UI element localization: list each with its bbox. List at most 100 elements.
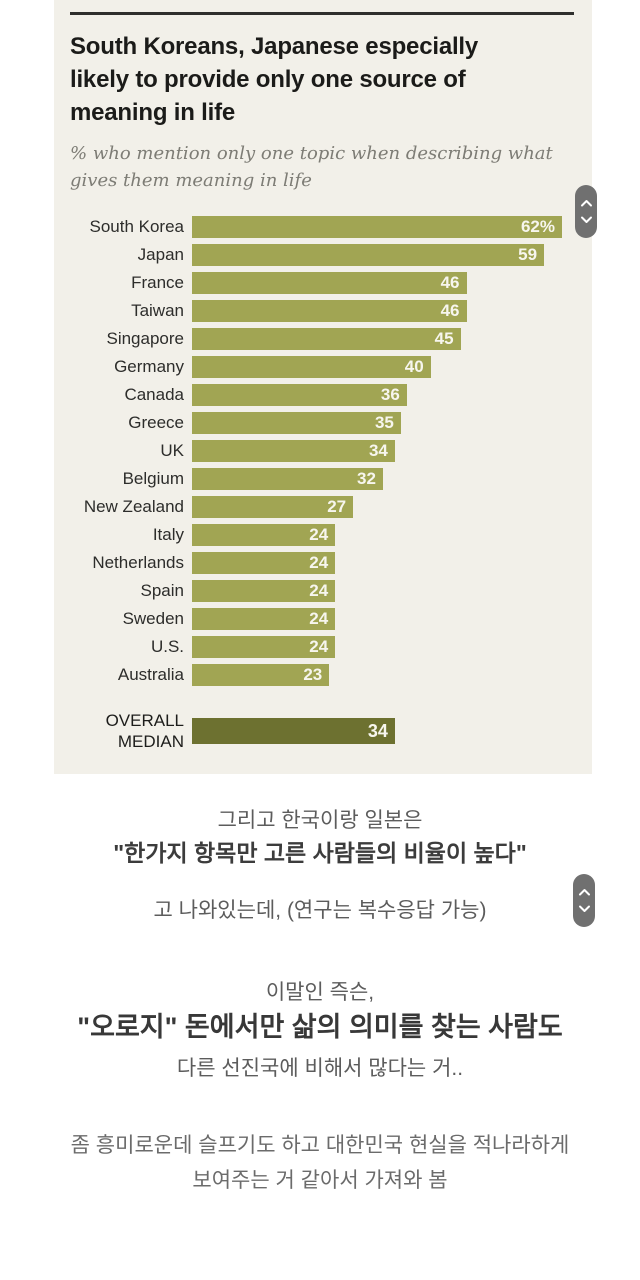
chevron-down-icon[interactable]	[578, 905, 591, 913]
bar-row: Singapore 45	[54, 328, 592, 350]
comment-paragraph-2: 이말인 즉슨, "오로지" 돈에서만 삶의 의미를 찾는 사람도 다른 선진국에…	[0, 978, 640, 1084]
scroll-widget[interactable]	[573, 874, 595, 927]
bar: 36	[192, 384, 407, 406]
comment-line: 고 나와있는데, (연구는 복수응답 가능)	[153, 899, 487, 922]
chevron-up-icon[interactable]	[580, 199, 593, 207]
median-label-line: MEDIAN	[117, 732, 184, 751]
bar-value: 36	[380, 385, 400, 404]
bar: 34	[192, 440, 395, 462]
comment-line: 이말인 즉슨,	[265, 981, 375, 1004]
bar-label: South Korea	[89, 217, 184, 236]
chart-title-line: likely to provide only one source of	[70, 66, 466, 93]
bar-value: 32	[357, 469, 376, 488]
bar-track: 59	[192, 244, 562, 266]
bar-label: Germany	[114, 357, 184, 376]
scroll-widget[interactable]	[575, 185, 597, 238]
comment-paragraph-1: 그리고 한국이랑 일본은 "한가지 항목만 고른 사람들의 비율이 높다" 고 …	[0, 806, 640, 926]
bar-track: 62%	[192, 216, 562, 238]
comment-line: 그리고 한국이랑 일본은	[217, 809, 423, 832]
bar-label: Japan	[137, 245, 184, 264]
bar-value: 46	[440, 273, 460, 292]
bar: 35	[192, 412, 401, 434]
bar: 32	[192, 468, 383, 490]
bar-row: Australia 23	[54, 664, 592, 686]
bar-value: 24	[309, 609, 329, 628]
bar-label: UK	[160, 441, 184, 460]
bar-track: 46	[192, 272, 562, 294]
bar-row: Canada 36	[54, 384, 592, 406]
bar: 24	[192, 608, 336, 630]
bar-row: Japan 59	[54, 244, 592, 266]
bar: 23	[192, 664, 330, 686]
bar-row: Greece 35	[54, 412, 592, 434]
bar-label: U.S.	[150, 637, 184, 656]
bar: 24	[192, 636, 336, 658]
bar-row: U.S. 24	[54, 636, 592, 658]
bar-track: 35	[192, 412, 562, 434]
chart-card: South Koreans, Japanese especially likel…	[54, 0, 592, 774]
bar-row: France 46	[54, 272, 592, 294]
median-label: OVERALL MEDIAN	[54, 710, 192, 752]
bar-value: 59	[518, 245, 538, 264]
bar-value: 27	[327, 497, 347, 516]
comment-paragraph-3: 좀 흥미로운데 슬프기도 하고 대한민국 현실을 적나라하게 보여주는 거 같아…	[0, 1128, 640, 1198]
bar-track: 24	[192, 608, 562, 630]
chart-title-line: meaning in life	[70, 99, 236, 126]
bar-label: Canada	[124, 385, 184, 404]
bar-label: Spain	[140, 581, 184, 600]
bar: 27	[192, 496, 354, 518]
median-bar-track: 34	[192, 718, 562, 744]
bar-label: Australia	[117, 665, 184, 684]
bar: 62%	[192, 216, 562, 238]
bar: 46	[192, 300, 467, 322]
bar: 59	[192, 244, 545, 266]
bar-value: 23	[303, 665, 323, 684]
chart-subtitle-line: gives them meaning in life	[70, 170, 312, 191]
bar-row: UK 34	[54, 440, 592, 462]
bar-row: New Zealand 27	[54, 496, 592, 518]
bar-track: 24	[192, 636, 562, 658]
bar-value: 46	[440, 301, 460, 320]
bar-value: 35	[374, 413, 394, 432]
bar-track: 24	[192, 552, 562, 574]
comment-line-bold: "오로지" 돈에서만 삶의 의미를 찾는 사람도	[77, 1012, 563, 1042]
bar-track: 40	[192, 356, 562, 378]
bar-track: 46	[192, 300, 562, 322]
chart-title: South Koreans, Japanese especially likel…	[70, 30, 576, 129]
median-label-line: OVERALL	[105, 711, 184, 730]
chevron-up-icon[interactable]	[578, 888, 591, 896]
chart-top-rule	[70, 12, 574, 15]
bar-track: 27	[192, 496, 562, 518]
bar-value: 24	[309, 553, 329, 572]
bar-track: 24	[192, 580, 562, 602]
bar-label: Sweden	[122, 609, 184, 628]
bar-value: 45	[434, 329, 454, 348]
bar-track: 45	[192, 328, 562, 350]
bar-row: Spain 24	[54, 580, 592, 602]
bar: 45	[192, 328, 461, 350]
bar-row: Sweden 24	[54, 608, 592, 630]
bar-row: Belgium 32	[54, 468, 592, 490]
chart-title-line: South Koreans, Japanese especially	[70, 33, 479, 60]
comment-line-bold: "한가지 항목만 고른 사람들의 비율이 높다"	[113, 840, 527, 866]
bar-row: Netherlands 24	[54, 552, 592, 574]
chart-subtitle-line: % who mention only one topic when descri…	[70, 143, 553, 164]
bar: 24	[192, 552, 336, 574]
chevron-down-icon[interactable]	[580, 216, 593, 224]
bar-rows: South Korea 62% Japan 59 France 46 Taiwa…	[54, 216, 592, 686]
median-row: OVERALL MEDIAN 34	[54, 710, 592, 752]
bar-track: 32	[192, 468, 562, 490]
bar-row: Taiwan 46	[54, 300, 592, 322]
bar: 40	[192, 356, 431, 378]
bar-label: Taiwan	[131, 301, 184, 320]
bar-row: Germany 40	[54, 356, 592, 378]
comment-line: 좀 흥미로운데 슬프기도 하고 대한민국 현실을 적나라하게	[70, 1134, 570, 1157]
bar-label: Italy	[152, 525, 184, 544]
median-bar-value: 34	[367, 720, 388, 741]
bar-label: Greece	[128, 413, 184, 432]
bar-track: 24	[192, 524, 562, 546]
bar-value: 24	[309, 581, 329, 600]
bar-label: New Zealand	[83, 497, 184, 516]
comment-line: 다른 선진국에 비해서 많다는 거..	[176, 1057, 464, 1080]
bar-row: South Korea 62%	[54, 216, 592, 238]
